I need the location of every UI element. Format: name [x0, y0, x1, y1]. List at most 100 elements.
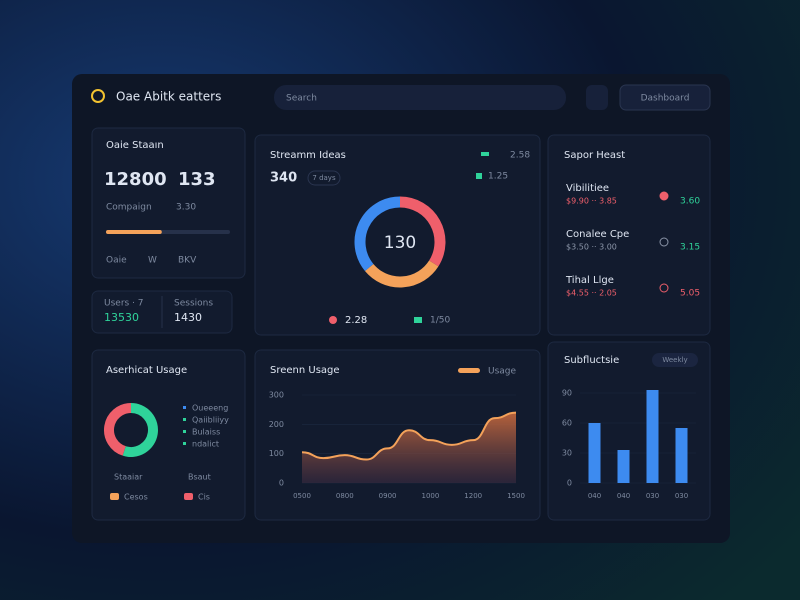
bar	[646, 390, 659, 483]
donut-segment	[354, 196, 401, 271]
legend-swatch	[183, 442, 186, 445]
legend-label: 2.58	[510, 151, 530, 161]
item-value: 5.05	[680, 289, 700, 299]
card-title: Streamm Ideas	[270, 150, 346, 161]
usage-card	[91, 349, 246, 521]
stat-value: 13530	[104, 311, 139, 324]
status-label-value: 3.30	[176, 203, 196, 213]
streams-value: 340	[270, 171, 297, 186]
area	[302, 412, 516, 483]
y-tick-label: 90	[562, 389, 572, 398]
legend-label: Bulaiss	[192, 428, 220, 437]
header-button-label: Dashboard	[641, 94, 690, 104]
status-footer: BKV	[178, 256, 197, 266]
donut-segment	[122, 403, 158, 457]
x-tick-label: 040	[617, 492, 630, 500]
status-secondary: 133	[178, 169, 216, 190]
y-tick-label: 0	[279, 479, 284, 488]
donut-segment	[364, 260, 439, 288]
item-name: Vibilitiee	[566, 183, 609, 194]
item-sub: $3.50 ·· 3.00	[566, 243, 617, 252]
x-tick-label: 0500	[293, 492, 311, 500]
x-tick-label: 1500	[507, 492, 525, 500]
donut-segment	[399, 196, 446, 267]
legend-label: Qaiibliiyy	[192, 416, 229, 425]
badge	[652, 353, 698, 367]
status-card	[91, 127, 246, 279]
x-tick-label: 1200	[464, 492, 482, 500]
progress-bar	[106, 230, 162, 234]
x-tick-label: 030	[675, 492, 688, 500]
x-tick-label: 0800	[336, 492, 354, 500]
search-placeholder: Search	[286, 94, 317, 104]
card-title: Sapor Heast	[564, 150, 625, 161]
status-footer: Oaie	[106, 256, 127, 266]
legend-label: 1.25	[488, 172, 508, 182]
x-tick-label: 1000	[421, 492, 439, 500]
x-tick-label: 040	[588, 492, 601, 500]
item-sub: $4.55 ·· 2.05	[566, 289, 617, 298]
item-value: 3.15	[680, 243, 700, 253]
x-tick-label: 0900	[379, 492, 397, 500]
badge	[307, 170, 341, 186]
legend-swatch	[458, 368, 480, 373]
legend-value: Cesos	[124, 493, 148, 502]
legend-label: ndalict	[192, 440, 219, 449]
icon-button[interactable]	[586, 85, 608, 110]
donut-segment	[104, 403, 132, 456]
header-button[interactable]	[619, 84, 711, 111]
legend-swatch	[183, 430, 186, 433]
legend-swatch	[414, 317, 422, 323]
legend-swatch	[184, 493, 193, 500]
legend-label: 2.28	[345, 315, 367, 326]
card-title: Oaie Staaın	[106, 140, 164, 151]
item-dot	[659, 191, 669, 201]
stat-label: Sessions	[174, 299, 213, 309]
x-tick-label: 030	[646, 492, 659, 500]
status-footer: W	[148, 256, 157, 266]
y-tick-label: 0	[567, 479, 572, 488]
item-value: 3.60	[680, 197, 700, 207]
status-label: Compaign	[106, 203, 152, 213]
legend-swatch	[481, 152, 489, 156]
y-tick-label: 200	[269, 420, 284, 429]
item-dot	[659, 237, 669, 247]
card-title: Sreenn Usage	[270, 365, 340, 376]
bar	[675, 428, 688, 483]
status-value: 12800	[104, 169, 167, 190]
logo	[91, 89, 105, 103]
legend-swatch	[183, 418, 186, 421]
badge-label: 7 days	[312, 174, 336, 182]
line	[301, 411, 517, 461]
y-tick-label: 60	[562, 419, 572, 428]
stat-value: 1430	[174, 311, 202, 324]
legend-dot	[329, 316, 337, 324]
legend-label: 1/50	[430, 316, 450, 326]
legend-swatch	[110, 493, 119, 500]
item-name: Conalee Cpe	[566, 229, 629, 240]
donut-center: 130	[384, 233, 416, 253]
stat-label: Users · 7	[104, 299, 144, 309]
legend-swatch	[183, 406, 186, 409]
legend-label: Oueeeng	[192, 404, 228, 413]
card-title: Aserhicat Usage	[106, 365, 187, 376]
legend-label: Bsaut	[188, 473, 211, 482]
legend-label: Staaiar	[114, 473, 143, 482]
app-title: Oae Abitk eatters	[116, 90, 221, 104]
y-tick-label: 300	[269, 391, 284, 400]
item-dot	[659, 283, 669, 293]
bar	[617, 450, 630, 483]
legend-label: Usage	[488, 367, 517, 377]
search-box[interactable]	[274, 85, 566, 110]
legend-swatch	[476, 173, 482, 179]
sapor-card	[547, 134, 711, 336]
badge-label: Weekly	[662, 356, 687, 364]
y-tick-label: 30	[562, 449, 572, 458]
item-name: Tihal Llge	[565, 275, 614, 286]
y-tick-label: 100	[269, 449, 284, 458]
item-sub: $9.90 ·· 3.85	[566, 197, 617, 206]
card-title: Subfluctsie	[564, 355, 619, 366]
legend-value: Cis	[198, 493, 210, 502]
bar	[588, 423, 601, 483]
